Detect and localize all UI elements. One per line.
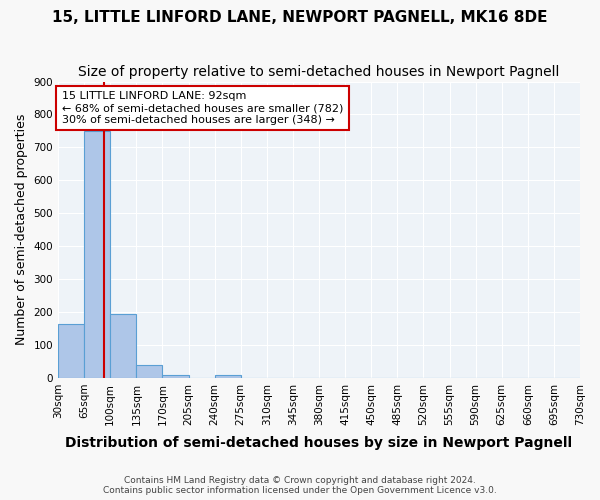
Text: 15 LITTLE LINFORD LANE: 92sqm
← 68% of semi-detached houses are smaller (782)
30: 15 LITTLE LINFORD LANE: 92sqm ← 68% of s… bbox=[62, 92, 343, 124]
Text: Contains HM Land Registry data © Crown copyright and database right 2024.
Contai: Contains HM Land Registry data © Crown c… bbox=[103, 476, 497, 495]
Bar bbox=[163, 374, 188, 378]
Text: 15, LITTLE LINFORD LANE, NEWPORT PAGNELL, MK16 8DE: 15, LITTLE LINFORD LANE, NEWPORT PAGNELL… bbox=[52, 10, 548, 25]
Bar bbox=[215, 374, 241, 378]
Y-axis label: Number of semi-detached properties: Number of semi-detached properties bbox=[15, 114, 28, 346]
Title: Size of property relative to semi-detached houses in Newport Pagnell: Size of property relative to semi-detach… bbox=[79, 65, 560, 79]
Bar bbox=[110, 314, 136, 378]
X-axis label: Distribution of semi-detached houses by size in Newport Pagnell: Distribution of semi-detached houses by … bbox=[65, 436, 572, 450]
Bar bbox=[136, 364, 163, 378]
Bar bbox=[84, 131, 110, 378]
Bar bbox=[58, 324, 84, 378]
